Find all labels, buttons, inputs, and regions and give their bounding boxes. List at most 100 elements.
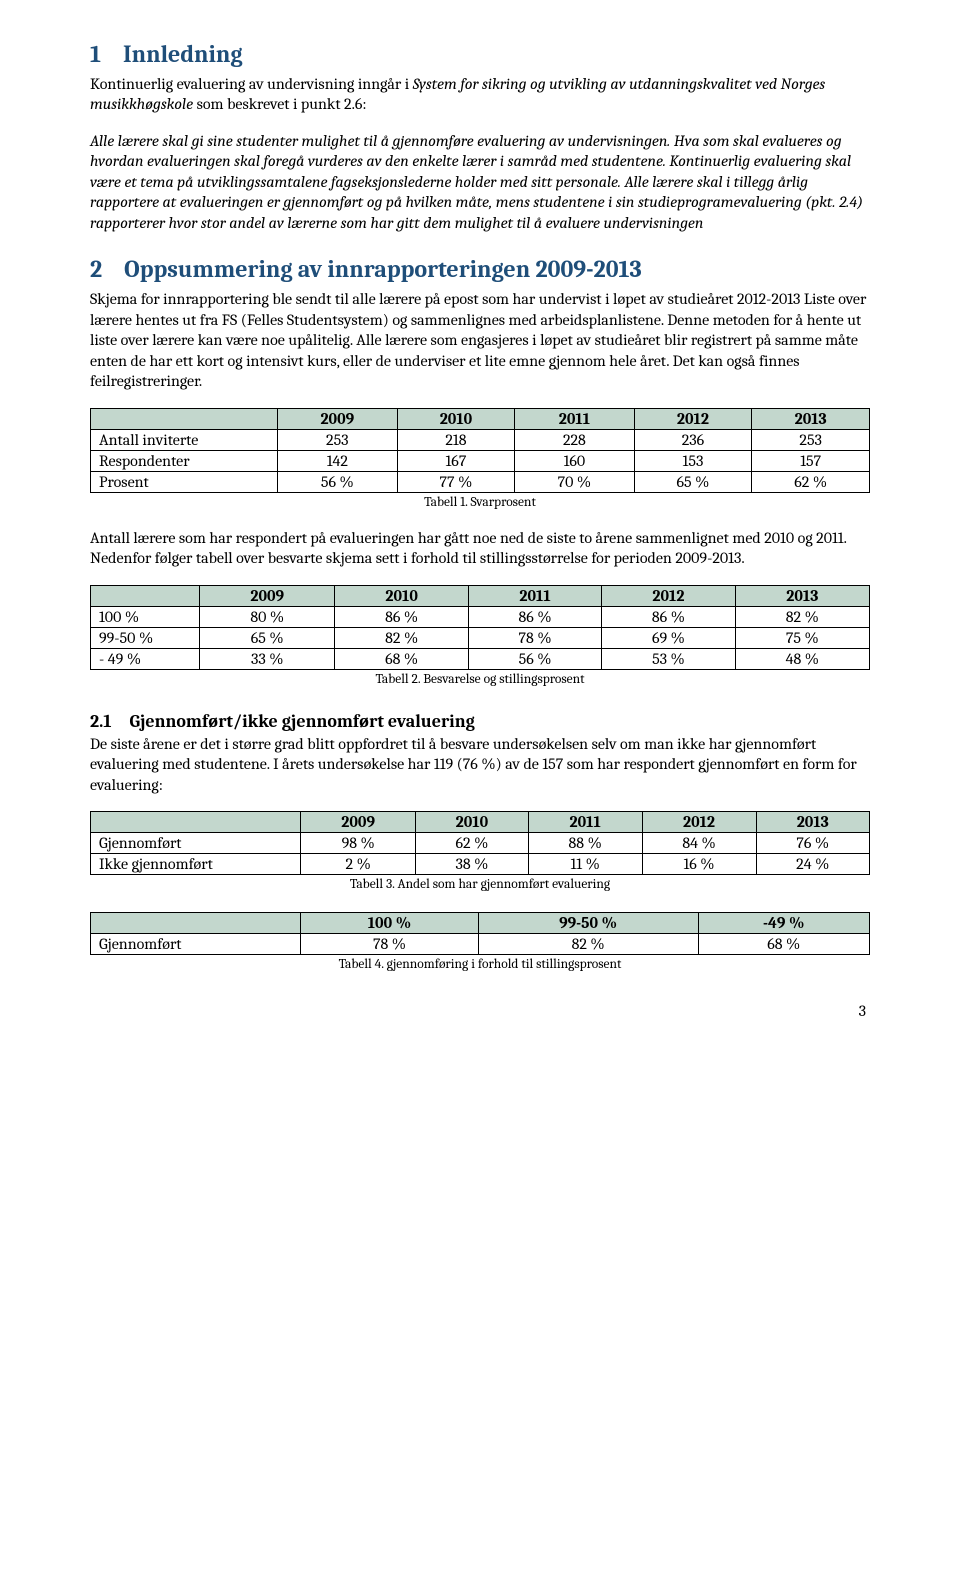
table-cell: 65 %	[634, 471, 752, 492]
table-1-header-2010: 2010	[397, 408, 515, 429]
table-cell: 160	[515, 450, 634, 471]
table-2-header-2010: 2010	[335, 585, 468, 606]
section-1-heading: 1 Innledning	[90, 40, 870, 68]
table-cell: 82 %	[478, 933, 698, 954]
table-cell: Gjennomført	[91, 933, 301, 954]
table-cell: 253	[277, 429, 397, 450]
table-3-header-2012: 2012	[642, 811, 756, 832]
table-1-caption: Tabell 1. Svarprosent	[90, 495, 870, 510]
table-cell: 98 %	[301, 832, 416, 853]
table-3-header-empty	[91, 811, 301, 832]
table-cell: 80 %	[200, 606, 335, 627]
section-1-para-2: Alle lærere skal gi sine studenter mulig…	[90, 131, 870, 233]
section-1-number: 1	[90, 40, 101, 68]
table-1-header-2012: 2012	[634, 408, 752, 429]
table-cell: 11 %	[528, 853, 642, 874]
table-4-header-9950: 99-50 %	[478, 912, 698, 933]
table-cell: 167	[397, 450, 515, 471]
table-cell: 16 %	[642, 853, 756, 874]
table-3-header-2013: 2013	[756, 811, 870, 832]
table-cell: Respondenter	[91, 450, 278, 471]
section-2-number: 2	[90, 255, 102, 283]
table-cell: 82 %	[735, 606, 869, 627]
table-cell: 62 %	[416, 832, 529, 853]
table-3-header-2011: 2011	[528, 811, 642, 832]
table-2-header-2011: 2011	[468, 585, 601, 606]
table-cell: 78 %	[468, 627, 601, 648]
table-cell: 33 %	[200, 648, 335, 669]
table-cell: Prosent	[91, 471, 278, 492]
table-row: Gjennomført 98 % 62 % 88 % 84 % 76 %	[91, 832, 870, 853]
table-cell: 99-50 %	[91, 627, 200, 648]
table-row: Respondenter 142 167 160 153 157	[91, 450, 870, 471]
section-2-1-heading: 2.1 Gjennomført/ikke gjennomført evalueri…	[90, 711, 870, 732]
table-cell: 157	[752, 450, 870, 471]
table-4-caption: Tabell 4. gjennomføring i forhold til st…	[90, 957, 870, 972]
table-cell: 70 %	[515, 471, 634, 492]
section-2-1-number: 2.1	[90, 711, 112, 732]
table-2-caption: Tabell 2. Besvarelse og stillingsprosent	[90, 672, 870, 687]
table-4-stillingsprosent: 100 % 99-50 % -49 % Gjennomført 78 % 82 …	[90, 912, 870, 955]
table-2-header-2013: 2013	[735, 585, 869, 606]
table-3-header-2010: 2010	[416, 811, 529, 832]
table-cell: 88 %	[528, 832, 642, 853]
table-cell: 153	[634, 450, 752, 471]
table-cell: 38 %	[416, 853, 529, 874]
table-cell: 84 %	[642, 832, 756, 853]
table-cell: 100 %	[91, 606, 200, 627]
table-2-besvarelse: 2009 2010 2011 2012 2013 100 % 80 % 86 %…	[90, 585, 870, 670]
table-header-row: 100 % 99-50 % -49 %	[91, 912, 870, 933]
table-cell: 228	[515, 429, 634, 450]
table-3-gjennomfort: 2009 2010 2011 2012 2013 Gjennomført 98 …	[90, 811, 870, 875]
table-cell: 82 %	[335, 627, 468, 648]
table-cell: - 49 %	[91, 648, 200, 669]
table-row: Antall inviterte 253 218 228 236 253	[91, 429, 870, 450]
table-header-row: 2009 2010 2011 2012 2013	[91, 585, 870, 606]
table-row: 99-50 % 65 % 82 % 78 % 69 % 75 %	[91, 627, 870, 648]
para-1-text-b: som beskrevet i punkt 2.6:	[193, 95, 367, 113]
section-1-title: Innledning	[123, 40, 243, 68]
table-cell: 24 %	[756, 853, 870, 874]
table-1-svarprosent: 2009 2010 2011 2012 2013 Antall invitert…	[90, 408, 870, 493]
section-2-para-1: Skjema for innrapportering ble sendt til…	[90, 289, 870, 391]
table-cell: 86 %	[602, 606, 735, 627]
table-cell: 218	[397, 429, 515, 450]
table-cell: Gjennomført	[91, 832, 301, 853]
section-1-para-1: Kontinuerlig evaluering av undervisning …	[90, 74, 870, 115]
table-cell: 56 %	[277, 471, 397, 492]
table-cell: Antall inviterte	[91, 429, 278, 450]
table-1-header-2009: 2009	[277, 408, 397, 429]
table-4-header-100: 100 %	[301, 912, 478, 933]
table-cell: 75 %	[735, 627, 869, 648]
table-cell: 86 %	[468, 606, 601, 627]
table-cell: Ikke gjennomført	[91, 853, 301, 874]
table-row: 100 % 80 % 86 % 86 % 86 % 82 %	[91, 606, 870, 627]
para-1-text-a: Kontinuerlig evaluering av undervisning …	[90, 75, 413, 93]
table-cell: 68 %	[698, 933, 869, 954]
table-row: Prosent 56 % 77 % 70 % 65 % 62 %	[91, 471, 870, 492]
table-cell: 69 %	[602, 627, 735, 648]
table-2-header-2009: 2009	[200, 585, 335, 606]
table-4-header-empty	[91, 912, 301, 933]
table-cell: 76 %	[756, 832, 870, 853]
table-header-row: 2009 2010 2011 2012 2013	[91, 408, 870, 429]
table-row: Gjennomført 78 % 82 % 68 %	[91, 933, 870, 954]
table-row: - 49 % 33 % 68 % 56 % 53 % 48 %	[91, 648, 870, 669]
table-header-row: 2009 2010 2011 2012 2013	[91, 811, 870, 832]
document-page: 1 Innledning Kontinuerlig evaluering av u…	[0, 0, 960, 1050]
table-cell: 86 %	[335, 606, 468, 627]
table-2-header-empty	[91, 585, 200, 606]
table-cell: 2 %	[301, 853, 416, 874]
section-2-title: Oppsummering av innrapporteringen 2009-2…	[124, 255, 642, 283]
table-cell: 77 %	[397, 471, 515, 492]
page-number: 3	[90, 1002, 870, 1020]
table-cell: 236	[634, 429, 752, 450]
section-2-1-title: Gjennomført/ikke gjennomført evaluering	[130, 711, 475, 732]
table-1-header-empty	[91, 408, 278, 429]
section-2-heading: 2 Oppsummering av innrapporteringen 2009-…	[90, 255, 870, 283]
table-cell: 62 %	[752, 471, 870, 492]
table-row: Ikke gjennomført 2 % 38 % 11 % 16 % 24 %	[91, 853, 870, 874]
table-cell: 78 %	[301, 933, 478, 954]
table-1-header-2011: 2011	[515, 408, 634, 429]
table-cell: 142	[277, 450, 397, 471]
